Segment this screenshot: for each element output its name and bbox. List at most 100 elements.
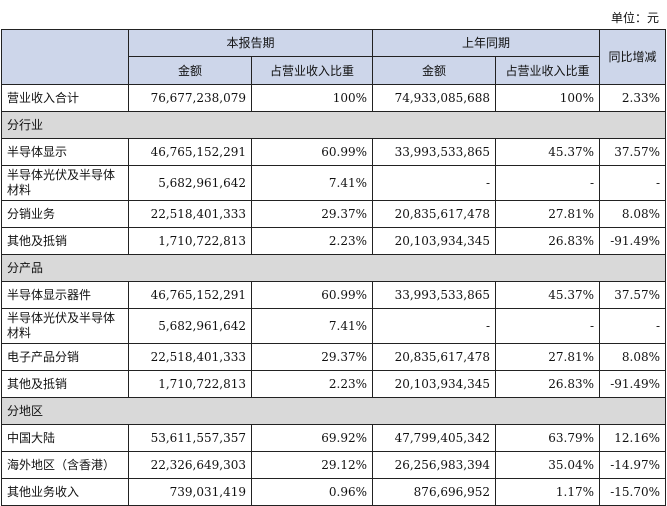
table-row: 其他业务收入 739,031,419 0.96% 876,696,952 1.1… <box>1 478 667 506</box>
prior-amount: 20,103,934,345 <box>372 227 497 255</box>
current-share: 69.92% <box>250 424 374 452</box>
current-share: 2.23% <box>250 227 374 255</box>
prior-share: 45.37% <box>495 138 601 166</box>
prior-share: 26.83% <box>495 227 601 255</box>
header-current-period: 本报告期 <box>127 29 374 57</box>
row-label: 其他及抵销 <box>1 227 129 255</box>
prior-amount: 74,933,085,688 <box>372 84 497 112</box>
row-label: 半导体显示器件 <box>1 281 129 309</box>
current-amount: 76,677,238,079 <box>128 84 252 112</box>
current-amount: 46,765,152,291 <box>128 138 252 166</box>
yoy-change: -15.70% <box>599 478 667 506</box>
section-title: 分地区 <box>0 397 667 425</box>
prior-amount: - <box>372 165 497 201</box>
row-label: 海外地区（含香港） <box>1 451 129 479</box>
current-share: 100% <box>250 84 374 112</box>
prior-amount: 26,256,983,394 <box>372 451 497 479</box>
prior-amount: 47,799,405,342 <box>372 424 497 452</box>
row-label: 分销业务 <box>1 200 129 228</box>
current-amount: 46,765,152,291 <box>128 281 252 309</box>
row-label: 其他业务收入 <box>1 478 129 506</box>
table-row: 中国大陆 53,611,557,357 69.92% 47,799,405,34… <box>1 424 667 452</box>
table-row: 半导体显示器件 46,765,152,291 60.99% 33,993,533… <box>1 281 667 309</box>
header-current-amount: 金额 <box>128 56 252 85</box>
yoy-change: 2.33% <box>599 84 667 112</box>
table-row: 电子产品分销 22,518,401,333 29.37% 20,835,617,… <box>1 343 667 371</box>
revenue-breakdown-table: 本报告期 上年同期 同比增减 金额 占营业收入比重 金额 占营业收入比重 营业收… <box>0 29 667 506</box>
prior-amount: 33,993,533,865 <box>372 138 497 166</box>
prior-share: 1.17% <box>495 478 601 506</box>
row-label: 半导体光伏及半导体材料 <box>1 165 129 201</box>
current-share: 2.23% <box>250 370 374 398</box>
unit-label: 单位：元 <box>610 11 659 25</box>
yoy-change: 12.16% <box>599 424 667 452</box>
table-row: 其他及抵销 1,710,722,813 2.23% 20,103,934,345… <box>1 370 667 398</box>
section-header: 分地区 <box>0 397 667 425</box>
prior-amount: - <box>372 308 497 344</box>
yoy-change: 37.57% <box>599 138 667 166</box>
current-share: 29.37% <box>250 343 374 371</box>
header-prior-share: 占营业收入比重 <box>495 56 601 85</box>
section-header: 分行业 <box>0 111 667 139</box>
yoy-change: -91.49% <box>599 370 667 398</box>
current-share: 7.41% <box>250 308 374 344</box>
row-label: 中国大陆 <box>1 424 129 452</box>
table-row: 海外地区（含香港） 22,326,649,303 29.12% 26,256,9… <box>1 451 667 479</box>
current-share: 60.99% <box>250 281 374 309</box>
header-yoy: 同比增减 <box>599 29 667 85</box>
total-row: 营业收入合计 76,677,238,079 100% 74,933,085,68… <box>1 84 667 112</box>
current-share: 29.37% <box>250 200 374 228</box>
row-label: 电子产品分销 <box>1 343 129 371</box>
prior-share: 27.81% <box>495 343 601 371</box>
yoy-change: - <box>599 308 667 344</box>
yoy-change: - <box>599 165 667 201</box>
prior-amount: 876,696,952 <box>372 478 497 506</box>
prior-amount: 33,993,533,865 <box>372 281 497 309</box>
row-label: 半导体显示 <box>1 138 129 166</box>
table-row: 半导体光伏及半导体材料 5,682,961,642 7.41% - - - <box>1 165 667 201</box>
current-amount: 22,326,649,303 <box>128 451 252 479</box>
header-item <box>1 29 129 85</box>
table-row: 半导体光伏及半导体材料 5,682,961,642 7.41% - - - <box>1 308 667 344</box>
prior-share: 100% <box>495 84 601 112</box>
yoy-change: -91.49% <box>599 227 667 255</box>
row-label: 其他及抵销 <box>1 370 129 398</box>
yoy-change: 8.08% <box>599 200 667 228</box>
current-share: 7.41% <box>250 165 374 201</box>
prior-share: - <box>495 308 601 344</box>
row-label: 半导体光伏及半导体材料 <box>1 308 129 344</box>
prior-amount: 20,835,617,478 <box>372 200 497 228</box>
prior-amount: 20,103,934,345 <box>372 370 497 398</box>
prior-share: 26.83% <box>495 370 601 398</box>
prior-amount: 20,835,617,478 <box>372 343 497 371</box>
table-row: 半导体显示 46,765,152,291 60.99% 33,993,533,8… <box>1 138 667 166</box>
header-current-share: 占营业收入比重 <box>250 56 374 85</box>
current-amount: 1,710,722,813 <box>128 227 252 255</box>
current-amount: 1,710,722,813 <box>128 370 252 398</box>
current-amount: 22,518,401,333 <box>128 343 252 371</box>
current-amount: 53,611,557,357 <box>128 424 252 452</box>
current-share: 0.96% <box>250 478 374 506</box>
header-prior-period: 上年同期 <box>372 29 601 57</box>
current-share: 29.12% <box>250 451 374 479</box>
table-row: 其他及抵销 1,710,722,813 2.23% 20,103,934,345… <box>1 227 667 255</box>
section-header: 分产品 <box>0 254 667 282</box>
header-prior-amount: 金额 <box>372 56 497 85</box>
prior-share: 45.37% <box>495 281 601 309</box>
current-amount: 5,682,961,642 <box>128 308 252 344</box>
prior-share: 27.81% <box>495 200 601 228</box>
row-label: 营业收入合计 <box>1 84 129 112</box>
yoy-change: 37.57% <box>599 281 667 309</box>
yoy-change: -14.97% <box>599 451 667 479</box>
section-title: 分产品 <box>0 254 667 282</box>
prior-share: 35.04% <box>495 451 601 479</box>
current-amount: 5,682,961,642 <box>128 165 252 201</box>
current-amount: 739,031,419 <box>128 478 252 506</box>
section-title: 分行业 <box>0 111 667 139</box>
table-row: 分销业务 22,518,401,333 29.37% 20,835,617,47… <box>1 200 667 228</box>
current-amount: 22,518,401,333 <box>128 200 252 228</box>
current-share: 60.99% <box>250 138 374 166</box>
prior-share: - <box>495 165 601 201</box>
yoy-change: 8.08% <box>599 343 667 371</box>
prior-share: 63.79% <box>495 424 601 452</box>
